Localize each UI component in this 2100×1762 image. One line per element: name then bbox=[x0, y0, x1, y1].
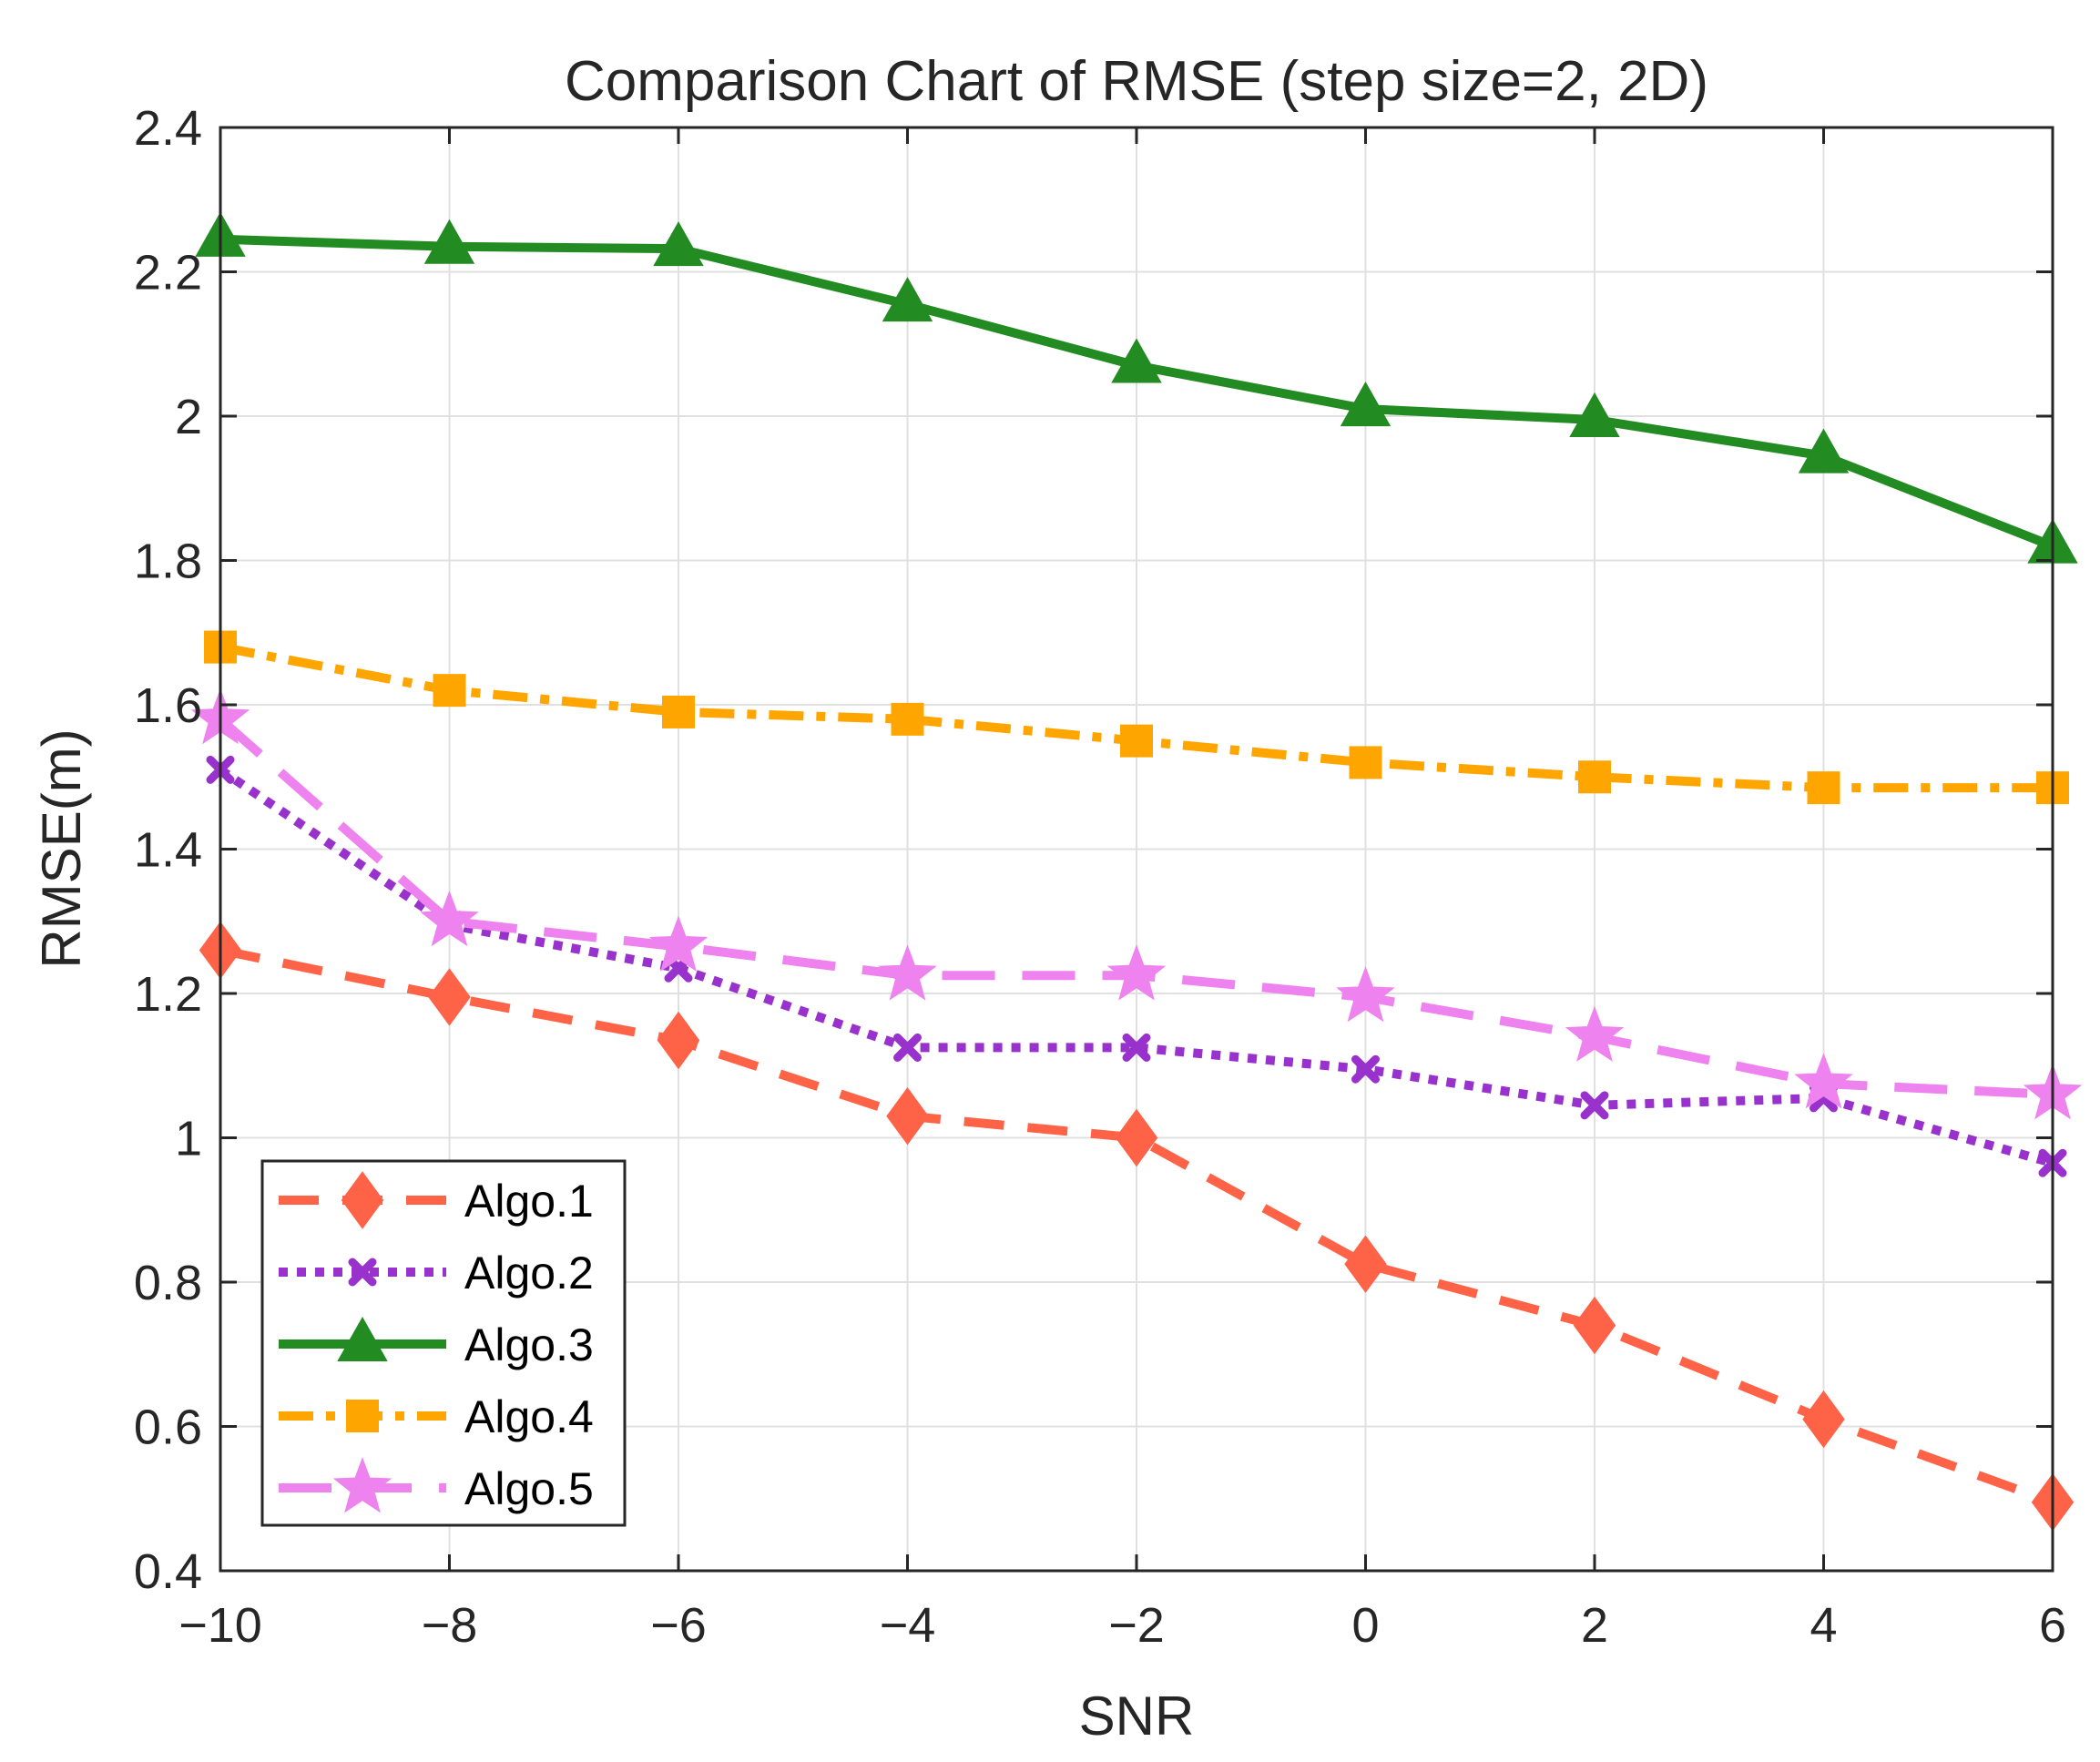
data-point-marker bbox=[653, 221, 704, 267]
legend-item: Algo.4 bbox=[279, 1391, 594, 1442]
series-algo-1 bbox=[199, 921, 2075, 1532]
data-point-marker bbox=[886, 1087, 929, 1146]
data-point-marker bbox=[1344, 1235, 1387, 1293]
data-point-marker bbox=[1794, 1053, 1853, 1109]
data-point-marker bbox=[662, 695, 695, 728]
x-tick-label: 4 bbox=[1809, 1598, 1837, 1653]
series-algo-3 bbox=[195, 211, 2078, 564]
chart-title: Comparison Chart of RMSE (step size=2, 2… bbox=[565, 50, 1708, 113]
legend-item: Algo.1 bbox=[279, 1171, 594, 1229]
legend-label: Algo.2 bbox=[464, 1248, 594, 1299]
x-tick-label: 2 bbox=[1581, 1598, 1608, 1653]
series-line bbox=[219, 945, 2054, 1507]
legend-label: Algo.3 bbox=[464, 1319, 594, 1370]
data-point-marker bbox=[420, 890, 479, 947]
y-tick-label: 0.4 bbox=[134, 1544, 202, 1599]
legend-item: Algo.2 bbox=[279, 1248, 594, 1299]
data-point-marker bbox=[1340, 382, 1392, 427]
y-tick-label: 2 bbox=[175, 390, 202, 444]
x-tick-label: −4 bbox=[880, 1598, 936, 1653]
legend: Algo.1 Algo.2 Algo.3 Algo.4 Algo.5 bbox=[260, 1159, 627, 1527]
data-point-marker bbox=[893, 1033, 922, 1062]
y-tick-label: 1.6 bbox=[134, 678, 202, 733]
data-point-marker bbox=[648, 915, 708, 972]
data-point-marker bbox=[1336, 966, 1395, 1023]
x-tick-label: −2 bbox=[1108, 1598, 1165, 1653]
x-tick-label: −8 bbox=[422, 1598, 478, 1653]
data-point-marker bbox=[657, 1011, 700, 1070]
series-line bbox=[218, 766, 2054, 1168]
data-point-marker bbox=[428, 968, 471, 1026]
y-tick-label: 2.4 bbox=[134, 101, 202, 156]
legend-marker bbox=[346, 1400, 379, 1432]
y-tick-label: 0.8 bbox=[134, 1256, 202, 1310]
x-tick-label: 6 bbox=[2039, 1598, 2066, 1653]
ticks: −10 −8 −6 −4 −2 0 2 4 6 0.4 0.6 0.8 1 1.2 1.4 1.6 1.8 2 2.… bbox=[134, 101, 2066, 1653]
data-point-marker bbox=[1122, 1033, 1151, 1062]
data-point-marker bbox=[1349, 746, 1382, 779]
data-point-marker bbox=[1798, 428, 1850, 474]
legend-item: Algo.5 bbox=[279, 1457, 594, 1514]
data-point-marker bbox=[1565, 1005, 1625, 1062]
legend-marker bbox=[332, 1457, 392, 1513]
data-point-marker bbox=[1573, 1296, 1616, 1355]
legend-label: Algo.4 bbox=[464, 1391, 594, 1442]
x-tick-label: −10 bbox=[178, 1598, 262, 1653]
data-point-marker bbox=[1106, 944, 1167, 1001]
y-tick-label: 1.8 bbox=[134, 535, 202, 589]
data-point-marker bbox=[878, 944, 937, 1001]
data-point-marker bbox=[1351, 1054, 1380, 1084]
data-point-marker bbox=[1569, 392, 1620, 437]
x-axis-label: SNR bbox=[1079, 1686, 1195, 1747]
legend-marker bbox=[341, 1171, 384, 1229]
y-tick-label: 1.2 bbox=[134, 967, 202, 1022]
y-axis-label: RMSE(m) bbox=[31, 728, 92, 968]
legend-marker bbox=[348, 1258, 377, 1287]
data-point-marker bbox=[1578, 760, 1611, 794]
legend-label: Algo.1 bbox=[464, 1176, 594, 1227]
data-point-marker bbox=[1807, 771, 1840, 805]
x-tick-label: −6 bbox=[650, 1598, 707, 1653]
data-point-marker bbox=[1111, 338, 1162, 383]
legend-item: Algo.3 bbox=[279, 1316, 594, 1370]
data-point-marker bbox=[1802, 1390, 1845, 1449]
data-point-marker bbox=[882, 277, 933, 322]
y-tick-label: 2.2 bbox=[134, 246, 202, 300]
data-point-marker bbox=[1120, 724, 1153, 758]
y-tick-label: 1.4 bbox=[134, 823, 202, 878]
data-point-marker bbox=[433, 674, 466, 708]
y-tick-label: 1 bbox=[175, 1112, 202, 1166]
data-point-marker bbox=[423, 219, 475, 264]
data-point-marker bbox=[1115, 1108, 1158, 1167]
data-point-marker bbox=[1580, 1091, 1609, 1120]
y-tick-label: 0.6 bbox=[134, 1400, 202, 1455]
x-tick-label: 0 bbox=[1351, 1598, 1379, 1653]
legend-marker bbox=[337, 1316, 388, 1361]
data-point-marker bbox=[891, 702, 924, 736]
legend-label: Algo.5 bbox=[464, 1463, 594, 1514]
series-algo-4 bbox=[204, 630, 2069, 805]
